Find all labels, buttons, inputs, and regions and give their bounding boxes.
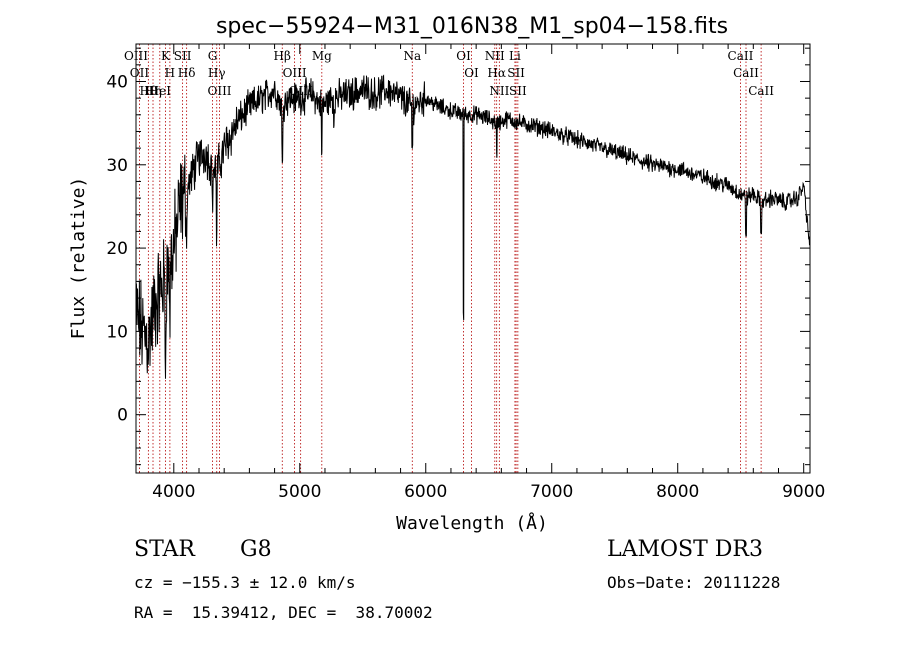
line-label: Hα	[487, 66, 506, 80]
survey-name: LAMOST DR3	[607, 537, 763, 562]
plot-frame	[135, 43, 811, 474]
x-axis-label: Wavelength (Å)	[396, 512, 548, 534]
line-label: Hβ	[274, 49, 291, 63]
line-label: G	[208, 49, 218, 63]
coordinates-readout: RA = 15.39412, DEC = 38.70002	[134, 603, 433, 622]
object-subclass: G8	[240, 537, 272, 562]
line-label: Li	[509, 49, 521, 63]
y-axis: 0 10 20 30 40	[106, 47, 810, 466]
line-label: SII	[174, 49, 192, 63]
y-tick-label: 30	[106, 156, 128, 176]
object-class: STAR	[134, 537, 195, 562]
line-label: OII	[130, 66, 150, 80]
y-tick-label: 10	[106, 322, 128, 342]
line-label: Hη	[144, 84, 162, 98]
line-label: CaII	[748, 84, 774, 98]
line-label: NII	[489, 84, 509, 98]
line-label: Mg	[312, 49, 332, 63]
x-tick-label: 5000	[278, 482, 321, 502]
line-label: CaII	[733, 66, 759, 80]
line-label: CaII	[728, 49, 754, 63]
x-tick-label: 9000	[782, 482, 825, 502]
line-label: H	[165, 66, 175, 80]
x-tick-label: 6000	[404, 482, 447, 502]
x-tick-label: 8000	[656, 482, 699, 502]
line-label: SII	[509, 84, 527, 98]
x-tick-label: 4000	[152, 482, 195, 502]
x-axis: 4000 5000 6000 7000 8000 9000	[152, 44, 825, 502]
y-tick-label: 40	[106, 72, 128, 92]
chart-title: spec−55924−M31_016N38_M1_sp04−158.fits	[216, 14, 728, 39]
line-label: NII	[485, 49, 505, 63]
observation-date: Obs−Date: 20111228	[607, 573, 781, 592]
spectral-line-labels: OIIIOIIHθHηHeIKHSIIHδGHγOIIIHβOIIIOIIIMg…	[124, 49, 774, 98]
velocity-readout: cz = −155.3 ± 12.0 km/s	[134, 573, 356, 592]
line-label: Hδ	[178, 66, 196, 80]
y-tick-label: 20	[106, 239, 128, 259]
spectrum-series	[135, 74, 811, 379]
line-label: OI	[464, 66, 479, 80]
line-label: HeI	[149, 84, 172, 98]
line-label: Na	[403, 49, 421, 63]
spectral-line-markers	[135, 44, 762, 473]
line-label: OIII	[207, 84, 231, 98]
x-tick-label: 7000	[530, 482, 573, 502]
line-label: OI	[456, 49, 471, 63]
line-label: Hγ	[208, 66, 226, 80]
line-label: OIII	[283, 66, 307, 80]
line-label: SII	[507, 66, 525, 80]
y-axis-label: Flux (relative)	[68, 177, 89, 340]
y-tick-label: 0	[117, 406, 128, 426]
line-label: K	[161, 49, 171, 63]
line-label: Hθ	[139, 84, 157, 98]
